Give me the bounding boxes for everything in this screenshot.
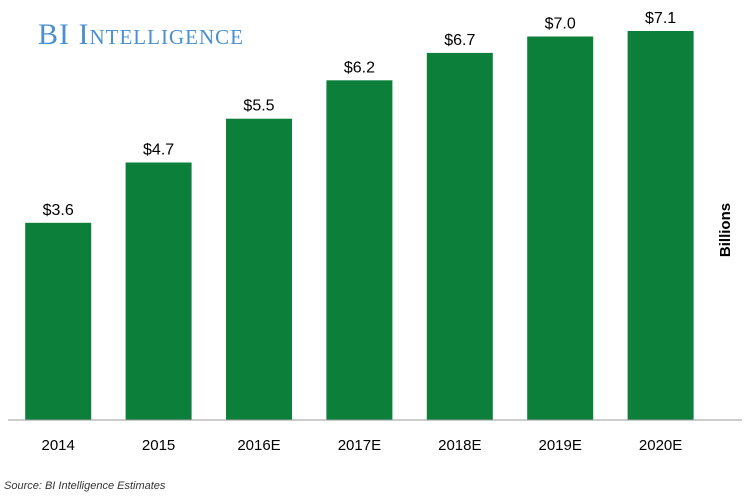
bar-2016e [226,118,292,420]
x-tick-label-2020e: 2020E [639,437,682,454]
value-label-2014: $3.6 [43,202,74,219]
value-label-2015: $4.7 [143,142,174,159]
value-label-2018e: $6.7 [444,32,475,49]
bars-group [25,31,694,421]
x-tick-label-2014: 2014 [42,437,75,454]
bar-2017e [326,80,393,421]
x-tick-label-2019e: 2019E [539,437,582,454]
value-labels-group: $3.6 $4.7 $5.5 $6.2 $6.7 $7.0 $7.1 [43,10,677,219]
bar-2015 [125,162,192,420]
source-note: Source: BI Intelligence Estimates [4,480,166,492]
value-label-2019e: $7.0 [545,16,576,33]
x-tick-label-2017e: 2017E [338,437,381,454]
bar-2014 [25,222,92,420]
value-label-2020e: $7.1 [645,10,676,27]
bar-2018e [426,52,493,421]
value-label-2017e: $6.2 [344,59,375,76]
bar-2020e [627,31,694,420]
x-tick-label-2015: 2015 [142,437,175,454]
y-axis-label: Billions [717,203,734,257]
brand-title: BI Intelligence [38,18,244,51]
x-tick-label-2016e: 2016E [237,437,280,454]
x-tick-label-2018e: 2018E [438,437,481,454]
x-tick-labels-group: 2014 2015 2016E 2017E 2018E 2019E 2020E [42,437,683,454]
value-label-2016e: $5.5 [243,98,274,115]
bar-2019e [527,36,594,420]
